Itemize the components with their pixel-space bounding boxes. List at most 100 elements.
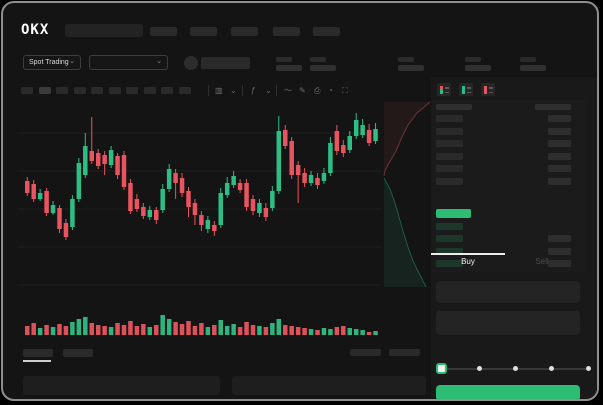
book-color-mark: [462, 85, 465, 94]
candle-body: [70, 199, 75, 227]
volume-bar: [231, 324, 236, 335]
amount-slider-handle[interactable]: [436, 363, 447, 374]
candle-body: [218, 193, 223, 225]
chart-footer-control[interactable]: [389, 349, 420, 356]
bid-amount-placeholder[interactable]: [548, 247, 571, 255]
bottom-panel[interactable]: [23, 376, 220, 395]
nav-item[interactable]: [273, 27, 300, 36]
ask-amount-placeholder[interactable]: [548, 115, 571, 122]
candle-body: [50, 205, 56, 213]
volume-bar: [95, 325, 101, 335]
candle-body: [179, 178, 185, 193]
ask-price-placeholder[interactable]: [436, 127, 463, 135]
volume-bar: [192, 326, 198, 335]
slider-stop-dot[interactable]: [585, 365, 591, 371]
timeframe-button[interactable]: [108, 87, 121, 94]
ask-amount-placeholder[interactable]: [548, 127, 571, 135]
candle-body: [276, 131, 282, 191]
candle-body: [25, 181, 30, 193]
amount-input[interactable]: [436, 311, 580, 335]
book-line-mark: [489, 91, 493, 93]
timeframe-button[interactable]: [56, 87, 68, 94]
tab-sell[interactable]: Sell: [535, 257, 549, 266]
chevron-down-icon: ⌄: [69, 58, 75, 65]
nav-item[interactable]: [313, 27, 340, 36]
timeframe-button[interactable]: [73, 87, 86, 94]
ask-amount-placeholder[interactable]: [548, 165, 571, 172]
bid-amount-placeholder[interactable]: [548, 260, 571, 267]
line-tool-icon[interactable]: 〜: [284, 86, 292, 95]
timeframe-button[interactable]: [161, 87, 173, 94]
timeframe-button[interactable]: [178, 87, 191, 94]
bid-amount-placeholder[interactable]: [548, 235, 571, 242]
timeframe-button[interactable]: [126, 87, 138, 94]
buy-submit-button[interactable]: [436, 385, 580, 399]
bid-price-placeholder[interactable]: [436, 235, 463, 242]
market-type-selector[interactable]: Spot Trading ⌄: [23, 55, 81, 70]
bid-price-placeholder[interactable]: [436, 247, 463, 255]
book-asks-icon[interactable]: [481, 83, 495, 96]
volume-bar: [315, 330, 320, 335]
book-bids-icon[interactable]: [459, 83, 473, 96]
candle-body: [186, 191, 191, 207]
pair-dropdown[interactable]: ⌄: [89, 55, 168, 70]
candle-body: [334, 131, 340, 151]
search-input[interactable]: [65, 24, 143, 37]
fullscreen-icon[interactable]: ⛶: [342, 86, 348, 95]
nav-item[interactable]: [231, 27, 258, 36]
chevron-down-icon: ⌄: [156, 58, 162, 65]
tab-buy[interactable]: Buy: [461, 257, 475, 266]
price-input[interactable]: [436, 281, 580, 303]
settings-icon[interactable]: ◔: [328, 86, 333, 95]
ask-price-placeholder[interactable]: [436, 115, 463, 122]
stat-label-placeholder: [465, 57, 481, 62]
slider-stop-dot[interactable]: [513, 365, 518, 371]
ask-amount-placeholder[interactable]: [548, 177, 571, 185]
ask-price-placeholder[interactable]: [436, 177, 463, 185]
price-chart[interactable]: [3, 3, 599, 401]
nav-item[interactable]: [150, 27, 177, 36]
chart-footer-tab[interactable]: [23, 349, 53, 357]
ask-price-placeholder[interactable]: [436, 165, 463, 172]
indicator-icon[interactable]: ƒ: [251, 86, 256, 95]
slider-stop-dot[interactable]: [549, 365, 555, 371]
candle-body: [121, 155, 127, 187]
volume-bar: [141, 324, 146, 335]
book-all-icon[interactable]: [437, 83, 451, 96]
chart-footer-tab[interactable]: [63, 349, 93, 357]
volume-bar: [283, 325, 288, 335]
ask-amount-placeholder[interactable]: [548, 140, 571, 147]
draw-icon[interactable]: ✎: [299, 86, 306, 95]
volume-bar: [179, 324, 185, 335]
bid-price-placeholder[interactable]: [436, 222, 463, 230]
volume-bar: [31, 323, 36, 335]
volume-bar: [166, 319, 172, 335]
chevron-down-icon[interactable]: ⌄: [265, 86, 272, 95]
chart-footer-control[interactable]: [350, 349, 381, 356]
candle-body: [308, 175, 314, 183]
volume-bar: [205, 327, 211, 335]
timeframe-button[interactable]: [91, 87, 103, 94]
ask-amount-placeholder[interactable]: [548, 152, 571, 160]
active-tab-indicator: [431, 253, 505, 255]
ask-price-placeholder[interactable]: [436, 140, 463, 147]
slider-stop-dot[interactable]: [476, 365, 482, 371]
book-line-mark: [467, 91, 471, 93]
ask-price-placeholder[interactable]: [436, 152, 463, 160]
nav-item[interactable]: [190, 27, 217, 36]
timeframe-button[interactable]: [143, 87, 156, 94]
bottom-panel[interactable]: [232, 376, 426, 395]
volume-bar: [373, 331, 378, 335]
candle-style-icon[interactable]: ▥: [215, 86, 223, 95]
camera-icon[interactable]: ⎙: [314, 86, 321, 95]
candle-body: [199, 215, 204, 225]
candle-body: [295, 165, 301, 175]
bid-price-placeholder[interactable]: [436, 260, 463, 267]
timeframe-button[interactable]: [21, 87, 33, 94]
candle-body: [353, 120, 359, 136]
volume-bar: [50, 327, 56, 335]
chevron-down-icon[interactable]: ⌄: [230, 86, 237, 95]
timeframe-button[interactable]: [38, 87, 51, 94]
volume-bar: [63, 326, 69, 335]
volume-bar: [199, 323, 204, 335]
